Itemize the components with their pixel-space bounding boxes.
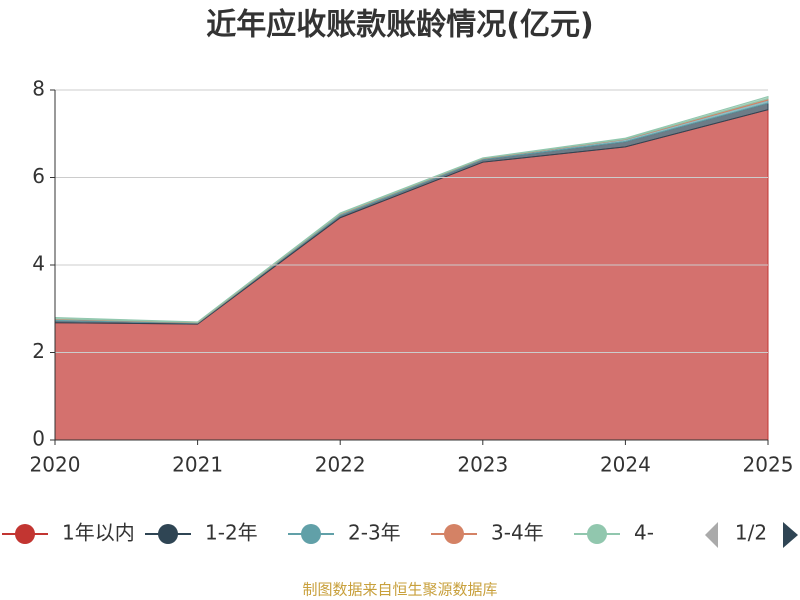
legend-next[interactable] — [783, 522, 798, 548]
legend-label: 1年以内 — [62, 521, 135, 545]
source-note: 制图数据来自恒生聚源数据库 — [302, 581, 497, 599]
y-tick-label: 0 — [32, 427, 45, 451]
legend-page: 1/2 — [735, 521, 767, 545]
legend-marker — [587, 524, 607, 544]
legend-label: 3-4年 — [491, 521, 544, 545]
x-tick-label: 2023 — [457, 453, 508, 477]
legend-prev[interactable] — [705, 522, 718, 548]
chart-title: 近年应收账款账龄情况(亿元) — [206, 8, 593, 43]
legend-marker — [301, 524, 321, 544]
x-tick-label: 2024 — [600, 453, 651, 477]
legend-label: 1-2年 — [205, 521, 258, 545]
area — [54, 109, 769, 441]
x-tick-label: 2022 — [315, 453, 366, 477]
x-tick-label: 2025 — [743, 453, 794, 477]
legend-label: 4- — [634, 521, 654, 545]
x-tick-label: 2021 — [172, 453, 223, 477]
areas — [54, 95, 769, 441]
y-tick-label: 4 — [32, 252, 45, 276]
legend-marker — [15, 524, 35, 544]
legend-label: 2-3年 — [348, 521, 401, 545]
y-tick-label: 8 — [32, 77, 45, 101]
x-tick-label: 2020 — [30, 453, 81, 477]
area — [54, 95, 769, 323]
legend-marker — [444, 524, 464, 544]
y-tick-label: 2 — [32, 339, 45, 363]
legend-marker — [158, 524, 178, 544]
y-tick-label: 6 — [32, 164, 45, 188]
